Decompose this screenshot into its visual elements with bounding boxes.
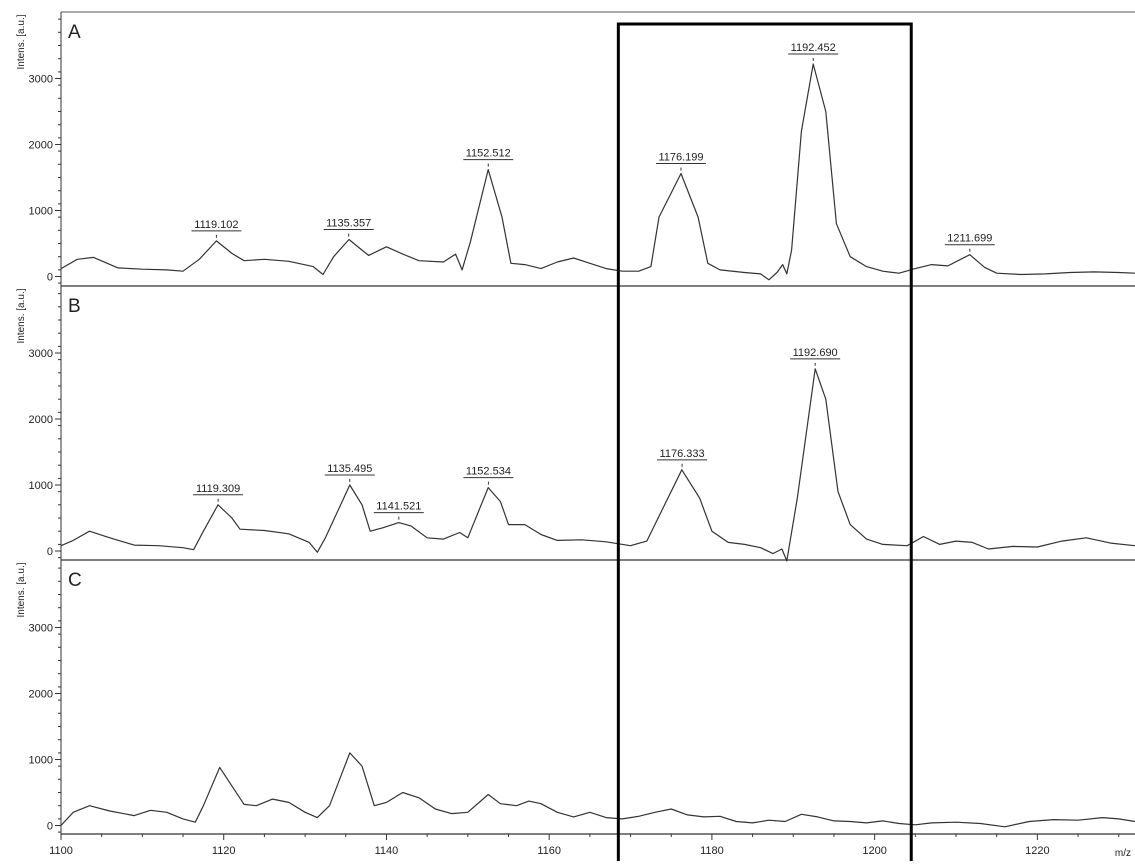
peak-label: 1211.699 (947, 233, 992, 245)
y-tick-label: 0 (47, 546, 53, 558)
spectrum-line-b (60, 368, 1135, 562)
panel-label-c: C (68, 570, 82, 591)
peak-label: 1119.309 (196, 483, 240, 495)
peak-label: 1135.357 (326, 218, 371, 230)
peak-label: 1152.512 (466, 148, 511, 160)
y-tick-label: 1000 (29, 755, 53, 767)
x-tick-label: 1160 (537, 845, 561, 857)
y-tick-label: 3000 (29, 74, 53, 86)
y-tick-label: 2000 (29, 140, 53, 152)
x-tick-label: 1220 (1025, 845, 1049, 857)
x-tick-label: 1120 (212, 845, 236, 857)
y-tick-label: 1000 (29, 206, 53, 218)
y-axis-label: Intens. [a.u.] (16, 562, 27, 617)
x-tick-label: 1140 (375, 845, 399, 857)
y-tick-label: 3000 (29, 623, 53, 635)
y-tick-label: 0 (47, 821, 53, 833)
peak-label: 1176.199 (658, 152, 703, 164)
highlight-box (616, 22, 913, 866)
peak-label: 1176.333 (660, 448, 705, 460)
peak-label: 1119.102 (194, 219, 238, 231)
peak-label: 1192.452 (791, 42, 836, 54)
peak-label: 1141.521 (376, 501, 421, 513)
peak-label: 1192.690 (793, 347, 838, 359)
x-tick-label: 1100 (49, 845, 73, 857)
peak-label: 1152.534 (466, 466, 511, 478)
y-tick-label: 2000 (29, 414, 53, 426)
x-tick-label: 1200 (862, 845, 886, 857)
y-axis-label: Intens. [a.u.] (16, 288, 27, 343)
y-tick-label: 2000 (29, 689, 53, 701)
y-tick-label: 1000 (29, 480, 53, 492)
y-tick-label: 3000 (29, 348, 53, 360)
panel-label-b: B (68, 296, 81, 317)
y-tick-label: 0 (47, 272, 53, 284)
spectrum-line-c (60, 752, 1135, 828)
peak-label: 1135.495 (327, 463, 372, 475)
y-axis-label: Intens. [a.u.] (16, 14, 27, 69)
panel-label-a: A (68, 22, 81, 43)
x-axis-label: m/z (1115, 848, 1131, 859)
x-tick-label: 1180 (700, 845, 724, 857)
spectrum-line-a (60, 63, 1135, 281)
